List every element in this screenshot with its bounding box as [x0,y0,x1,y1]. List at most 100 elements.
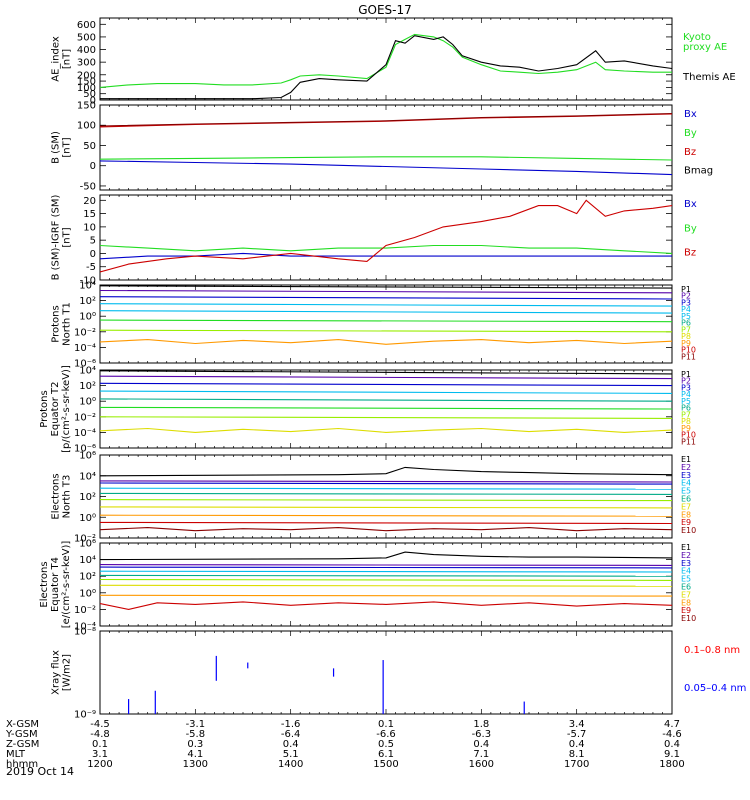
y-tick-label: 10² [79,492,96,503]
y-axis-label: B (SM) [51,131,62,164]
legend-entry: P9 [681,424,691,433]
x-axis-table: X-GSM -4.5 -3.1 -1.6 0.1 1.8 3.4 4.7 Y-GSM -4.8 -5… [5,719,685,770]
x-axis-value: -6.3 [472,729,492,740]
legend-entry: E7 [681,590,691,599]
x-axis-value: -6.6 [376,729,396,740]
panel-bigrf: -10 -5 0 5 10 15 20 B (SM)-IGRF (SM) [nT] Bx By Bz [51,194,697,287]
x-axis-row-label: hhmm [6,759,38,770]
series-line-p7 [100,329,672,333]
legend-entry: E6 [681,583,691,592]
legend-entry: E9 [681,518,691,527]
x-axis-value: 0.1 [378,719,394,730]
x-axis-value: 0.4 [664,739,680,750]
y-tick-label: 600 [77,20,96,31]
y-tick-label: 50 [83,141,96,152]
y-tick-label: 10⁻² [74,412,96,423]
x-axis-row-label: X-GSM [6,719,39,730]
x-axis-value: -5.8 [186,729,206,740]
x-axis-row-label: Z-GSM [6,739,39,750]
series-line-e2 [100,564,672,566]
y-tick-label: 10⁴ [79,471,96,482]
series-line-e9 [100,601,672,610]
legend-entry: E8 [681,510,691,519]
legend-entry: P7 [681,410,691,419]
series-line-e3 [100,482,672,485]
y-tick-label: 10² [79,381,96,392]
x-axis-value: 7.1 [473,749,489,760]
legend-entry: P11 [681,352,696,361]
panel-frame [99,454,673,539]
series-line-e5 [100,492,672,495]
series-line-e5 [100,574,672,577]
legend-entry: P5 [681,312,691,321]
series-line-p5 [100,398,672,402]
y-tick-label: 100 [77,83,96,94]
series-line-e6 [100,499,672,502]
y-tick-label: 300 [77,58,96,69]
y-tick-label: 400 [77,45,96,56]
legend-entry: E5 [681,487,691,496]
x-axis-value: 4.1 [187,749,203,760]
y-axis-label: North T1 [62,302,73,346]
panel-frame [99,542,673,627]
series-line-p8 [100,339,672,345]
x-axis-value: 4.7 [664,719,680,730]
y-tick-label: 10⁻⁶ [74,444,96,455]
x-axis-value: 0.4 [473,739,489,750]
figure-title: GOES-17 [358,3,412,17]
y-axis-label: Xray flux [51,650,62,695]
legend-entry: 0.05–0.4 nm [684,683,746,694]
y-tick-label: 10⁻⁹ [74,710,96,721]
y-axis-label: Electrons [51,473,62,519]
y-axis-label: [e/(cm²-s-sr-keV)] [61,541,72,629]
legend-entry: E2 [681,463,691,472]
y-tick-label: 10⁻⁴ [74,428,96,439]
y-axis-label: North T3 [62,475,73,519]
y-tick-label: 10² [79,572,96,583]
y-tick-label: 0 [90,96,96,107]
y-axis-label: [W/m2] [62,654,73,691]
legend-entry: proxy AE [683,42,727,53]
legend-entry: E2 [681,551,691,560]
panel-frame [99,194,673,281]
series-line-e9 [100,521,672,525]
y-tick-label: 10⁻⁴ [74,343,96,354]
series-line-p1 [100,370,672,375]
series-line-e8 [100,594,672,597]
y-tick-label: -50 [80,181,96,192]
legend-entry: Kyoto [683,32,711,43]
y-tick-label: -10 [80,276,96,287]
y-axis-label: B (SM)-IGRF (SM) [51,195,62,281]
series-line-p4 [100,390,672,394]
y-axis-label: Equator T4 [50,557,61,612]
legend-entry: Bz [684,248,696,259]
y-axis-label: [nT] [62,227,73,247]
x-axis-value: -4.6 [662,729,682,740]
x-axis-value: -3.1 [186,719,206,730]
y-tick-label: 10⁶ [79,451,96,462]
x-axis-value: -1.6 [281,719,301,730]
y-tick-label: 10⁴ [79,281,96,292]
series-line-themis-ae [100,35,672,100]
series-line-e7 [100,506,672,509]
y-axis-label: Electrons [39,561,50,607]
x-axis-value: 0.3 [187,739,203,750]
y-tick-label: 5 [90,236,96,247]
y-tick-label: 10⁰ [79,513,96,524]
panel-frame [99,630,673,715]
legend-entry: P2 [681,377,691,386]
series-line-e3 [100,566,672,569]
legend-entry: P7 [681,325,691,334]
y-axis-label: [nT] [62,137,73,157]
series-line-e4 [100,487,672,490]
series-line-e4 [100,570,672,573]
series-line-p2 [100,289,672,294]
y-tick-label: 10⁻⁸ [74,627,96,638]
legend-entry: P8 [681,417,691,426]
panel-frame [99,17,673,101]
legend-entry: P10 [681,431,696,440]
legend-entry: E9 [681,606,691,615]
legend-entry: P1 [681,285,691,294]
legend-entry: P6 [681,404,691,413]
